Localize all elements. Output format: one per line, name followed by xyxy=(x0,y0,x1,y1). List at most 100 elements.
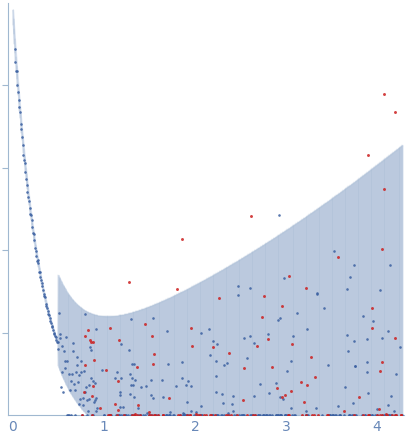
Point xyxy=(62,358,68,365)
Point xyxy=(341,384,348,391)
Point xyxy=(107,412,113,419)
Point xyxy=(288,387,295,394)
Point xyxy=(265,412,272,419)
Point xyxy=(36,269,43,276)
Point xyxy=(385,328,391,335)
Point xyxy=(218,412,225,419)
Point xyxy=(372,412,378,419)
Point xyxy=(160,412,166,419)
Point xyxy=(309,412,315,419)
Point xyxy=(304,326,311,333)
Point xyxy=(114,368,120,375)
Point xyxy=(347,274,354,281)
Point xyxy=(225,409,231,416)
Point xyxy=(319,412,325,419)
Point xyxy=(388,392,394,399)
Point xyxy=(286,412,293,419)
Point xyxy=(201,412,208,419)
Point xyxy=(16,104,23,111)
Point xyxy=(220,412,227,419)
Point xyxy=(120,412,127,419)
Point xyxy=(324,412,331,419)
Point xyxy=(365,390,371,397)
Point xyxy=(46,311,52,318)
Point xyxy=(90,412,97,419)
Point xyxy=(233,412,239,419)
Point xyxy=(88,339,95,346)
Point xyxy=(263,412,269,419)
Point xyxy=(61,347,67,354)
Point xyxy=(281,275,287,282)
Point xyxy=(57,331,64,338)
Point xyxy=(167,412,174,419)
Point xyxy=(298,378,304,385)
Point xyxy=(99,367,105,374)
Point xyxy=(83,384,89,391)
Point xyxy=(341,408,347,415)
Point xyxy=(197,403,204,410)
Point xyxy=(216,295,223,302)
Point xyxy=(188,383,195,390)
Point xyxy=(381,91,387,98)
Point xyxy=(385,412,392,419)
Point xyxy=(265,336,271,343)
Point xyxy=(187,325,194,332)
Point xyxy=(243,355,250,362)
Point xyxy=(56,309,62,316)
Point xyxy=(135,405,141,412)
Point xyxy=(65,412,71,419)
Point xyxy=(38,276,44,283)
Point xyxy=(80,395,87,402)
Point xyxy=(303,412,309,419)
Point xyxy=(85,327,92,334)
Point xyxy=(348,412,355,419)
Point xyxy=(351,412,357,419)
Point xyxy=(22,160,28,166)
Point xyxy=(197,412,203,419)
Point xyxy=(293,310,300,317)
Point xyxy=(196,412,202,419)
Point xyxy=(90,357,97,364)
Point xyxy=(365,412,372,419)
Point xyxy=(379,245,386,252)
Point xyxy=(13,67,19,74)
Point xyxy=(329,412,336,419)
Point xyxy=(12,59,19,66)
Point xyxy=(315,412,322,419)
Point xyxy=(69,371,75,378)
Point xyxy=(398,412,405,419)
Point xyxy=(275,412,281,419)
Point xyxy=(256,412,263,419)
Point xyxy=(155,412,161,419)
Point xyxy=(60,389,66,396)
Point xyxy=(116,336,123,343)
Point xyxy=(74,354,81,361)
Point xyxy=(37,274,44,281)
Point xyxy=(238,412,244,419)
Point xyxy=(106,412,112,419)
Point xyxy=(66,371,72,378)
Point xyxy=(392,370,399,377)
Point xyxy=(273,380,280,387)
Point xyxy=(131,376,138,383)
Point xyxy=(223,412,230,419)
Point xyxy=(35,260,42,267)
Point xyxy=(175,412,182,419)
Point xyxy=(103,367,109,374)
Point xyxy=(284,412,291,419)
Point xyxy=(214,412,221,419)
Point xyxy=(285,412,291,419)
Point xyxy=(26,205,33,212)
Point xyxy=(213,389,219,396)
Point xyxy=(363,336,370,343)
Point xyxy=(356,394,363,401)
Point xyxy=(88,412,95,419)
Point xyxy=(90,378,96,385)
Point xyxy=(182,412,189,419)
Point xyxy=(214,412,221,419)
Point xyxy=(191,412,198,419)
Point xyxy=(48,323,55,329)
Point xyxy=(128,374,135,381)
Point xyxy=(149,333,155,340)
Point xyxy=(273,412,280,419)
